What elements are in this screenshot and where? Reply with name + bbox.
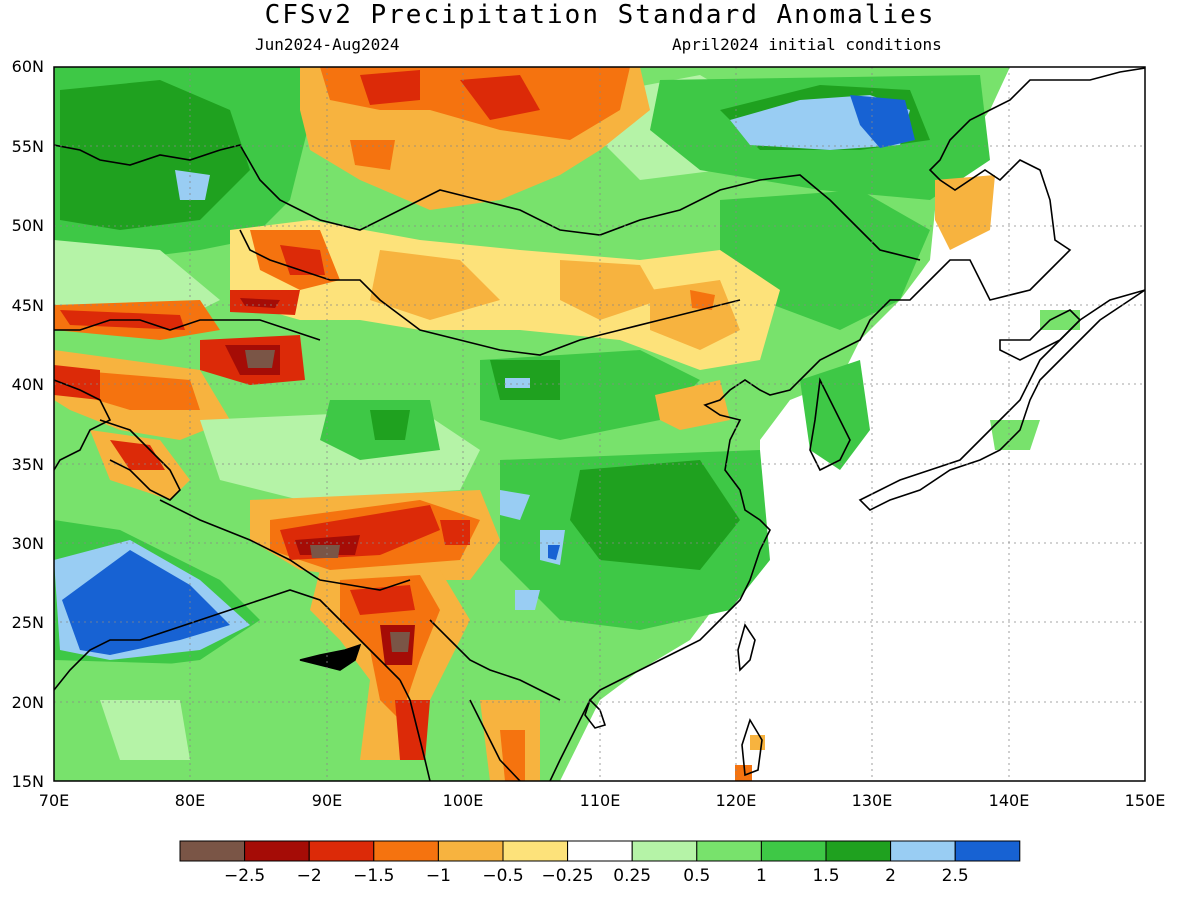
forecast-period: Jun2024-Aug2024 <box>255 35 400 54</box>
lon-tick: 80E <box>175 791 205 810</box>
lat-tick: 40N <box>12 375 44 394</box>
lat-tick: 15N <box>12 772 44 791</box>
anomaly-field <box>54 67 1145 781</box>
colorbar-tick-label: 2 <box>885 866 896 886</box>
colorbar-swatch <box>437 840 504 862</box>
lon-tick: 150E <box>1125 791 1166 810</box>
colorbar-swatch <box>179 840 246 862</box>
colorbar-swatch <box>567 840 633 862</box>
lon-tick: 110E <box>580 791 621 810</box>
colorbar-tick-label: 1.5 <box>812 866 839 886</box>
initial-conditions: April2024 initial conditions <box>672 35 942 54</box>
lat-tick: 60N <box>12 57 44 76</box>
lon-tick: 130E <box>852 791 893 810</box>
colorbar-tick-label: −0.25 <box>542 866 594 886</box>
colorbar <box>179 840 1021 862</box>
coastline-borders <box>54 67 1145 781</box>
lon-tick: 90E <box>312 791 342 810</box>
lat-tick: 35N <box>12 455 44 474</box>
colorbar-swatch <box>760 840 827 862</box>
lon-tick: 120E <box>716 791 757 810</box>
colorbar-tick-label: −0.5 <box>482 866 523 886</box>
map-title: CFSv2 Precipitation Standard Anomalies <box>264 0 936 30</box>
colorbar-tick-label: 1 <box>756 866 767 886</box>
colorbar-swatch <box>502 840 569 862</box>
lon-tick: 70E <box>39 791 69 810</box>
lat-tick: 20N <box>12 693 44 712</box>
colorbar-tick-label: 0.5 <box>683 866 710 886</box>
graticule <box>54 67 1145 781</box>
colorbar-swatch <box>373 840 439 862</box>
colorbar-swatch <box>308 840 375 862</box>
colorbar-tick-label: −1 <box>426 866 451 886</box>
colorbar-tick-label: −1.5 <box>353 866 394 886</box>
lon-axis: 70E 80E 90E 100E 110E 120E 130E 140E 150… <box>39 791 1166 810</box>
colorbar-tick-label: −2 <box>297 866 322 886</box>
colorbar-swatch <box>696 840 762 862</box>
lon-tick: 100E <box>443 791 484 810</box>
colorbar-labels: −2.5 −2 −1.5 −1 −0.5 −0.25 0.25 0.5 1 1.5 2 2.5 <box>224 866 969 886</box>
colorbar-swatch <box>890 840 956 862</box>
colorbar-swatch <box>631 840 698 862</box>
colorbar-tick-label: 2.5 <box>942 866 969 886</box>
colorbar-swatch <box>825 840 892 862</box>
colorbar-swatch <box>244 840 310 862</box>
lat-tick: 50N <box>12 216 44 235</box>
colorbar-swatch <box>954 840 1021 862</box>
colorbar-tick-label: 0.25 <box>613 866 651 886</box>
lat-axis: 60N 55N 50N 45N 40N 35N 30N 25N 20N 15N <box>12 57 44 791</box>
lat-tick: 30N <box>12 534 44 553</box>
lat-tick: 45N <box>12 296 44 315</box>
colorbar-tick-label: −2.5 <box>224 866 265 886</box>
lon-tick: 140E <box>989 791 1030 810</box>
map-frame <box>53 66 1146 782</box>
lat-tick: 25N <box>12 613 44 632</box>
lat-tick: 55N <box>12 137 44 156</box>
